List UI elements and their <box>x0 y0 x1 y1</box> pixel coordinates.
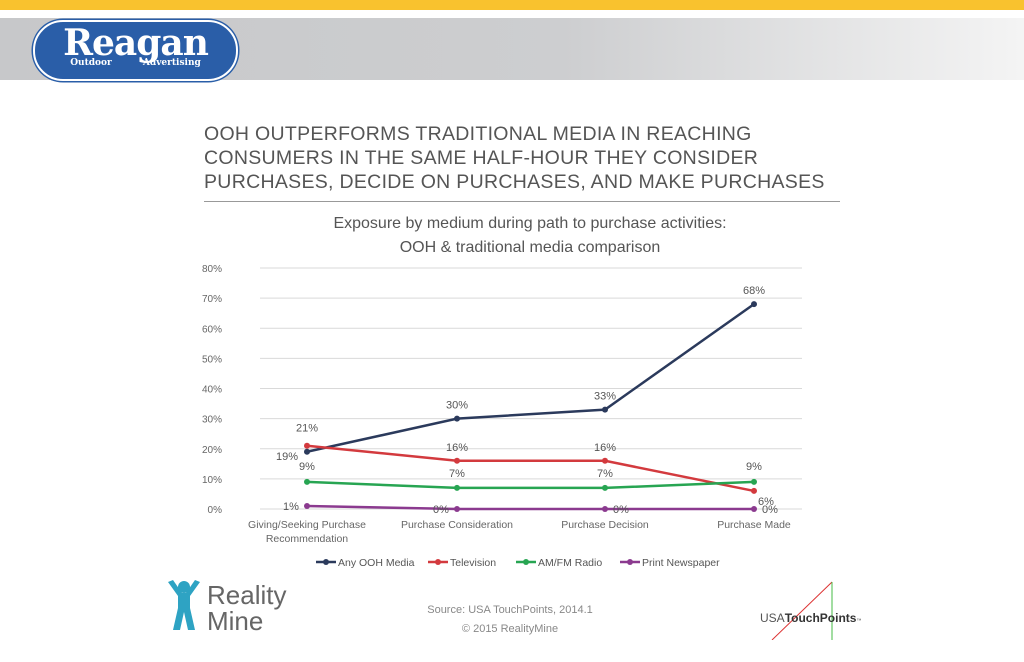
data-point <box>304 448 310 455</box>
logo-main-text: Reagan <box>63 22 209 64</box>
y-tick-label: 40% <box>202 385 222 396</box>
legend-marker <box>435 559 441 565</box>
x-tick-label: Recommendation <box>266 533 348 545</box>
data-point <box>454 415 460 422</box>
y-tick-label: 10% <box>202 475 222 486</box>
svg-text:USATouchPoints™: USATouchPoints™ <box>760 611 861 625</box>
chart-title: Exposure by medium during path to purcha… <box>230 212 830 260</box>
data-point <box>751 487 757 494</box>
data-label: 7% <box>597 468 613 480</box>
x-tick-label: Purchase Made <box>717 519 791 531</box>
x-tick-label: Purchase Decision <box>561 519 649 531</box>
series-line <box>306 504 754 511</box>
y-tick-label: 20% <box>202 445 222 456</box>
data-point <box>751 478 757 485</box>
data-label: 33% <box>594 391 616 403</box>
data-label: 68% <box>743 285 765 297</box>
reagan-logo: Reagan Outdoor Advertising <box>33 20 238 81</box>
data-point <box>602 457 608 464</box>
data-point <box>751 506 757 512</box>
legend-label: Any OOH Media <box>338 557 415 569</box>
data-label: 0% <box>613 504 629 516</box>
svg-text:Mine: Mine <box>207 606 263 634</box>
y-tick-label: 0% <box>208 505 223 516</box>
series-line <box>306 303 755 453</box>
data-label: 0% <box>762 504 778 516</box>
legend-marker <box>523 559 529 565</box>
svg-text:Reality: Reality <box>207 580 286 610</box>
logo-sub-text: Outdoor Advertising <box>70 58 201 68</box>
chart-title-line-1: Exposure by medium during path to purcha… <box>333 215 727 232</box>
usa-touchpoints-logo: USATouchPoints™ <box>760 581 861 640</box>
data-point <box>602 484 608 491</box>
data-label: 0% <box>433 504 449 516</box>
series-line <box>306 480 755 490</box>
data-label: 9% <box>299 461 315 473</box>
y-tick-label: 30% <box>202 415 222 426</box>
divider <box>204 201 840 202</box>
legend-marker <box>323 559 329 565</box>
source-text: Source: USA TouchPoints, 2014.1 <box>427 604 593 616</box>
data-label: 1% <box>283 501 299 513</box>
chart-title-line-2: OOH & traditional media comparison <box>399 239 661 256</box>
series-line <box>306 444 755 493</box>
realitymine-logo: Reality Mine <box>168 580 286 634</box>
copyright-text: © 2015 RealityMine <box>461 623 559 635</box>
legend-marker <box>627 559 633 565</box>
data-point <box>304 442 310 449</box>
x-tick-label: Purchase Consideration <box>401 519 513 531</box>
data-point <box>751 301 757 308</box>
y-tick-label: 70% <box>202 294 222 305</box>
data-label: 16% <box>594 442 616 454</box>
data-point <box>304 502 310 509</box>
data-label: 21% <box>296 423 318 435</box>
y-tick-label: 80% <box>202 264 222 275</box>
legend-label: AM/FM Radio <box>538 557 602 569</box>
x-tick-label: Giving/Seeking Purchase <box>248 519 366 531</box>
headline: OOH OUTPERFORMS TRADITIONAL MEDIA IN REA… <box>204 123 825 193</box>
legend-label: Print Newspaper <box>642 557 720 569</box>
legend-label: Television <box>450 557 496 569</box>
data-label: 6% <box>758 496 774 508</box>
data-point <box>602 506 608 512</box>
data-point <box>304 478 310 485</box>
data-point <box>454 484 460 491</box>
data-point <box>602 406 608 413</box>
data-label: 19% <box>276 451 298 463</box>
data-label: 7% <box>449 468 465 480</box>
data-point <box>454 506 460 512</box>
data-label: 16% <box>446 442 468 454</box>
data-label: 9% <box>746 461 762 473</box>
data-label: 30% <box>446 400 468 412</box>
y-tick-label: 50% <box>202 354 222 365</box>
y-tick-label: 60% <box>202 324 222 335</box>
source-note: Source: USA TouchPoints, 2014.1 © 2015 R… <box>380 601 640 639</box>
data-point <box>454 457 460 464</box>
top-accent-bar <box>0 0 1024 10</box>
